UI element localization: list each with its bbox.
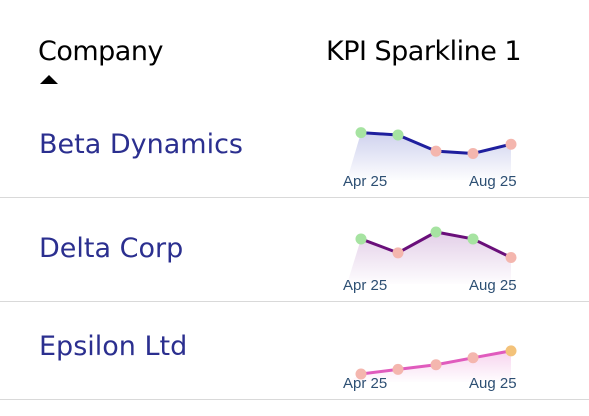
sparkline-point	[505, 138, 517, 150]
sparkline-point	[467, 233, 479, 245]
kpi-sparkline: Apr 25 Aug 25	[343, 345, 517, 392]
sparkline-point	[430, 226, 442, 238]
sparkline-area	[347, 132, 511, 180]
company-link[interactable]: Epsilon Ltd	[39, 331, 188, 362]
axis-end-label: Aug 25	[469, 173, 517, 190]
row-divider	[0, 197, 589, 198]
row-divider	[0, 399, 589, 400]
company-link[interactable]: Beta Dynamics	[39, 129, 243, 160]
sparkline-point	[430, 145, 442, 157]
kpi-sparkline: Apr 25 Aug 25	[343, 226, 517, 294]
sparkline-point	[355, 233, 367, 245]
axis-end-label: Aug 25	[469, 277, 517, 294]
sparkline-point	[355, 127, 367, 139]
axis-end-label: Aug 25	[469, 375, 517, 392]
sparkline-point	[392, 129, 404, 141]
column-header-company[interactable]: Company	[38, 36, 163, 67]
axis-start-label: Apr 25	[343, 375, 387, 392]
sparkline-point	[467, 352, 479, 364]
sparkline-point	[355, 368, 367, 380]
axis-start-label: Apr 25	[343, 173, 387, 190]
sparkline-point	[467, 147, 479, 159]
table-header: Company KPI Sparkline 1	[0, 0, 589, 100]
table-row: Beta Dynamics Apr 25 Aug 25	[0, 100, 589, 198]
kpi-sparkline: Apr 25 Aug 25	[343, 127, 517, 190]
sparkline-point	[392, 247, 404, 259]
sparkline-point	[430, 359, 442, 371]
row-divider	[0, 301, 589, 302]
sparkline-area	[347, 232, 511, 284]
company-link[interactable]: Delta Corp	[39, 233, 184, 264]
axis-start-label: Apr 25	[343, 277, 387, 294]
column-header-kpi-sparkline[interactable]: KPI Sparkline 1	[326, 36, 522, 67]
sparkline-point	[505, 251, 517, 263]
table-row: Delta Corp Apr 25 Aug 25	[0, 204, 589, 302]
sparkline-point	[505, 345, 517, 357]
sparkline-point	[392, 363, 404, 375]
table-row: Epsilon Ltd Apr 25 Aug 25	[0, 302, 589, 400]
sort-ascending-icon[interactable]	[39, 74, 59, 86]
